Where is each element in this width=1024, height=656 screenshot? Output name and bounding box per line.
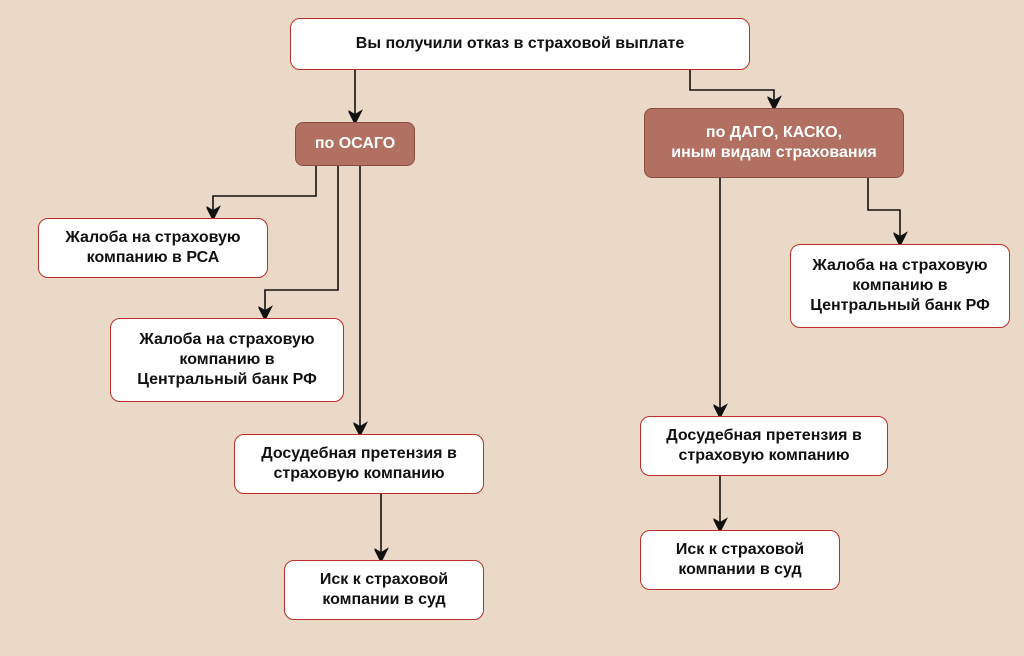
node-right-1: Жалоба на страховую компанию в Центральн… (790, 244, 1010, 328)
node-left-4: Иск к страховой компании в суд (284, 560, 484, 620)
node-right-2: Досудебная претензия в страховую компани… (640, 416, 888, 476)
node-left-3: Досудебная претензия в страховую компани… (234, 434, 484, 494)
node-label: Жалоба на страховую компанию в РСА (65, 228, 240, 268)
node-label: Вы получили отказ в страховой выплате (356, 34, 684, 54)
node-label: Иск к страховой компании в суд (320, 570, 448, 610)
node-osago: по ОСАГО (295, 122, 415, 166)
node-right-3: Иск к страховой компании в суд (640, 530, 840, 590)
node-label: по ОСАГО (315, 134, 395, 154)
node-label: Жалоба на страховую компанию в Центральн… (137, 330, 317, 390)
node-root: Вы получили отказ в страховой выплате (290, 18, 750, 70)
node-left-1: Жалоба на страховую компанию в РСА (38, 218, 268, 278)
node-label: Иск к страховой компании в суд (676, 540, 804, 580)
node-label: Досудебная претензия в страховую компани… (666, 426, 862, 466)
node-left-2: Жалоба на страховую компанию в Центральн… (110, 318, 344, 402)
node-label: по ДАГО, КАСКО, иным видам страхования (671, 123, 877, 163)
node-label: Жалоба на страховую компанию в Центральн… (810, 256, 990, 316)
node-label: Досудебная претензия в страховую компани… (261, 444, 457, 484)
node-dago: по ДАГО, КАСКО, иным видам страхования (644, 108, 904, 178)
flowchart-canvas: Вы получили отказ в страховой выплате по… (0, 0, 1024, 656)
